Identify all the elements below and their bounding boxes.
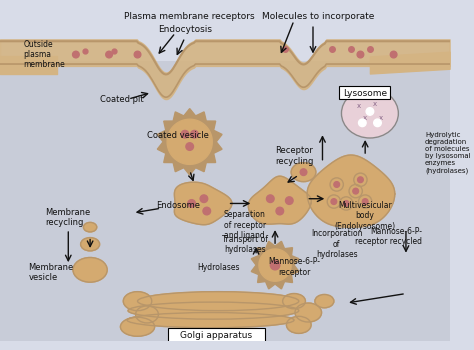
Circle shape bbox=[343, 201, 349, 206]
Ellipse shape bbox=[349, 184, 362, 198]
Circle shape bbox=[357, 51, 364, 58]
Ellipse shape bbox=[354, 173, 367, 187]
Text: Outside
plasma
membrane: Outside plasma membrane bbox=[24, 40, 65, 69]
Text: Coated pit: Coated pit bbox=[100, 94, 143, 104]
Polygon shape bbox=[157, 108, 222, 175]
Circle shape bbox=[366, 108, 374, 115]
Text: x: x bbox=[373, 101, 377, 107]
Circle shape bbox=[300, 169, 307, 175]
Circle shape bbox=[181, 131, 189, 138]
Text: Coated vesicle: Coated vesicle bbox=[147, 131, 209, 140]
Circle shape bbox=[188, 199, 195, 207]
Ellipse shape bbox=[73, 258, 107, 282]
Circle shape bbox=[374, 119, 381, 127]
Ellipse shape bbox=[120, 317, 155, 336]
FancyBboxPatch shape bbox=[338, 86, 390, 99]
Circle shape bbox=[357, 177, 363, 183]
Text: x: x bbox=[363, 115, 367, 121]
Text: Transport of
hydrolases: Transport of hydrolases bbox=[222, 234, 268, 254]
Text: Membrane
recycling: Membrane recycling bbox=[46, 208, 91, 228]
Text: Endocytosis: Endocytosis bbox=[158, 26, 212, 34]
Ellipse shape bbox=[283, 294, 305, 309]
Circle shape bbox=[203, 207, 210, 215]
Text: Mannose-6-P-
receptor: Mannose-6-P- receptor bbox=[268, 257, 320, 277]
Polygon shape bbox=[307, 155, 395, 227]
Circle shape bbox=[191, 131, 198, 138]
Text: Multivesicular
body
(Endolysosome): Multivesicular body (Endolysosome) bbox=[335, 201, 396, 231]
Circle shape bbox=[266, 195, 274, 203]
Ellipse shape bbox=[127, 313, 294, 328]
Ellipse shape bbox=[136, 306, 158, 323]
Circle shape bbox=[334, 182, 339, 187]
Ellipse shape bbox=[295, 303, 321, 322]
Circle shape bbox=[106, 51, 112, 58]
Polygon shape bbox=[259, 249, 291, 281]
Ellipse shape bbox=[128, 302, 299, 319]
Circle shape bbox=[270, 260, 280, 270]
Polygon shape bbox=[174, 182, 232, 225]
Circle shape bbox=[276, 207, 283, 215]
Text: Mannose-6-P-
receptor recycled: Mannose-6-P- receptor recycled bbox=[355, 227, 422, 246]
Text: Endosome: Endosome bbox=[156, 201, 201, 210]
Text: Lysosome: Lysosome bbox=[343, 89, 387, 98]
Circle shape bbox=[331, 199, 337, 204]
Ellipse shape bbox=[339, 197, 353, 210]
Ellipse shape bbox=[330, 178, 343, 191]
Ellipse shape bbox=[83, 222, 97, 232]
Ellipse shape bbox=[137, 292, 299, 311]
Text: x: x bbox=[356, 103, 361, 109]
FancyBboxPatch shape bbox=[0, 61, 449, 341]
Ellipse shape bbox=[327, 195, 340, 208]
Text: Receptor
recycling: Receptor recycling bbox=[275, 146, 313, 166]
Polygon shape bbox=[167, 119, 212, 164]
Circle shape bbox=[73, 51, 79, 58]
Text: Plasma membrane receptors: Plasma membrane receptors bbox=[124, 12, 255, 21]
Text: Hydrolases: Hydrolases bbox=[197, 262, 239, 272]
Ellipse shape bbox=[341, 89, 398, 138]
Text: x: x bbox=[379, 115, 383, 121]
Circle shape bbox=[134, 51, 141, 58]
Text: Membrane
vesicle: Membrane vesicle bbox=[28, 263, 73, 282]
Text: Incorporation
of
hydrolases: Incorporation of hydrolases bbox=[311, 229, 363, 259]
Ellipse shape bbox=[286, 316, 311, 334]
Text: Molecules to incorporate: Molecules to incorporate bbox=[262, 12, 374, 21]
Circle shape bbox=[285, 197, 293, 204]
Ellipse shape bbox=[123, 292, 152, 311]
Text: Golgi apparatus: Golgi apparatus bbox=[180, 331, 252, 340]
FancyBboxPatch shape bbox=[168, 328, 264, 342]
Ellipse shape bbox=[315, 294, 334, 308]
Circle shape bbox=[353, 188, 358, 194]
Circle shape bbox=[390, 51, 397, 58]
Ellipse shape bbox=[291, 163, 316, 182]
Circle shape bbox=[186, 143, 193, 150]
Circle shape bbox=[362, 199, 368, 204]
Text: Hydrolytic
degradation
of molecules
by lysosomal
enzymes
(hydrolases): Hydrolytic degradation of molecules by l… bbox=[425, 132, 471, 174]
Polygon shape bbox=[248, 176, 311, 224]
Ellipse shape bbox=[81, 238, 100, 251]
Circle shape bbox=[200, 195, 208, 203]
Polygon shape bbox=[251, 241, 299, 289]
Ellipse shape bbox=[358, 195, 372, 208]
Text: Separation
of receptor
and ligand: Separation of receptor and ligand bbox=[224, 210, 266, 240]
Circle shape bbox=[358, 119, 366, 127]
